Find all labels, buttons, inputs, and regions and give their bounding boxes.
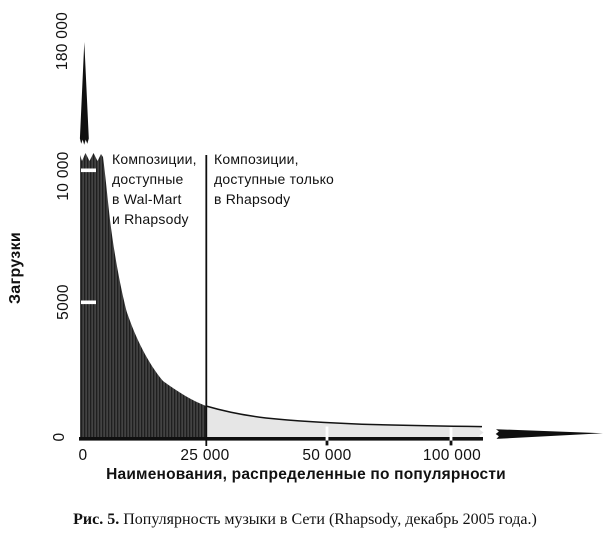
annotation-rhapsody-only: Композиции, доступные только в Rhapsody — [214, 151, 335, 207]
x-tick-label-25000: 25 000 — [180, 447, 230, 464]
y-tick-label-180000: 180 000 — [54, 11, 71, 71]
figure-caption: Рис. 5. Популярность музыки в Сети (Rhap… — [0, 511, 610, 529]
x-axis-baseline — [79, 437, 483, 441]
y-tick-10000 — [81, 168, 96, 173]
y-tick-label-0: 0 — [51, 432, 68, 442]
x-tick-label-0: 0 — [78, 447, 88, 464]
caption-text: Популярность музыки в Сети (Rhapsody, де… — [119, 511, 537, 528]
light-area-rhapsody-only — [206, 406, 484, 441]
axis-break-spike — [79, 42, 89, 145]
y-axis-title: Загрузки — [7, 231, 24, 305]
annotation-walmart-rhapsody: Композиции, доступные в Wal-Mart и Rhaps… — [112, 151, 197, 227]
tail-top-stroke — [205, 405, 483, 428]
x-break-tail-taper — [495, 429, 603, 439]
x-tick-label-50000: 50 000 — [302, 447, 352, 464]
x-tick-100000 — [449, 440, 453, 446]
x-tick-50000 — [325, 440, 329, 446]
y-tick-label-5000: 5000 — [55, 284, 72, 320]
x-tick-100000-gap — [449, 427, 453, 441]
x-axis-title: Наименования, распределенные по популярн… — [106, 466, 506, 483]
y-tick-label-10000: 10 000 — [55, 151, 72, 201]
x-tick-50000-gap — [325, 426, 329, 441]
dark-area-walmart-rhapsody — [80, 153, 206, 441]
x-tick-label-100000: 100 000 — [422, 447, 482, 464]
caption-number: Рис. 5. — [73, 511, 120, 528]
divider-line-25000 — [205, 155, 208, 446]
y-tick-5000 — [81, 300, 96, 305]
